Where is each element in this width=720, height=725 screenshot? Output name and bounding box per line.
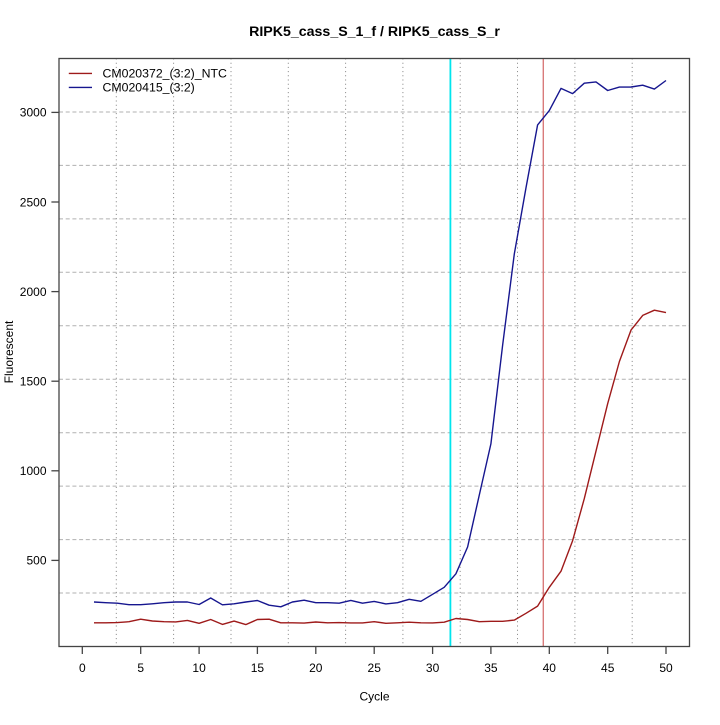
svg-text:10: 10: [192, 661, 206, 675]
svg-text:2500: 2500: [20, 195, 47, 209]
svg-text:30: 30: [426, 661, 440, 675]
svg-text:Cycle: Cycle: [359, 689, 389, 703]
svg-text:5: 5: [137, 661, 144, 675]
svg-text:1500: 1500: [20, 375, 47, 389]
svg-text:CM020372_(3:2)_NTC: CM020372_(3:2)_NTC: [103, 67, 228, 81]
svg-text:Fluorescent: Fluorescent: [2, 320, 16, 383]
svg-text:25: 25: [368, 661, 382, 675]
svg-text:0: 0: [79, 661, 86, 675]
svg-text:CM020415_(3:2): CM020415_(3:2): [103, 81, 195, 95]
svg-text:35: 35: [484, 661, 498, 675]
svg-text:50: 50: [659, 661, 673, 675]
svg-text:15: 15: [251, 661, 265, 675]
svg-text:45: 45: [601, 661, 615, 675]
svg-text:RIPK5_cass_S_1_f / RIPK5_cass_: RIPK5_cass_S_1_f / RIPK5_cass_S_r: [249, 24, 500, 40]
svg-text:1000: 1000: [20, 464, 47, 478]
svg-text:20: 20: [309, 661, 323, 675]
svg-text:500: 500: [26, 554, 46, 568]
svg-text:3000: 3000: [20, 106, 47, 120]
svg-text:2000: 2000: [20, 285, 47, 299]
svg-text:40: 40: [543, 661, 557, 675]
